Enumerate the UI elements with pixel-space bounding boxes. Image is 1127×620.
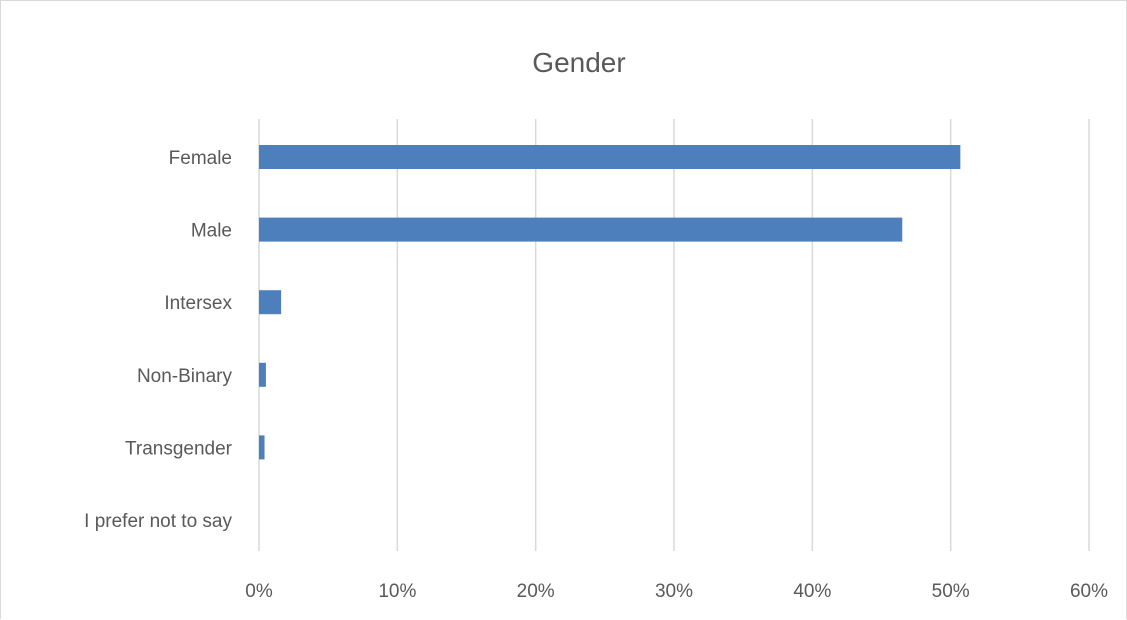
- x-tick-label: 10%: [378, 581, 416, 602]
- x-tick-labels: 0% 10% 20% 30% 40% 50% 60%: [245, 581, 1108, 602]
- category-label: Intersex: [164, 293, 232, 314]
- category-label: I prefer not to say: [84, 511, 232, 532]
- bar-intersex: [259, 290, 282, 315]
- x-tick-label: 20%: [517, 581, 555, 602]
- x-tick-label: 50%: [932, 581, 970, 602]
- chart-title: Gender: [532, 47, 625, 78]
- bar-transgender: [259, 435, 265, 460]
- category-label: Female: [169, 148, 232, 169]
- x-tick-label: 60%: [1070, 581, 1108, 602]
- x-tick-label: 40%: [793, 581, 831, 602]
- bar-female: [259, 145, 961, 169]
- category-label: Non-Binary: [137, 366, 233, 387]
- bars: [259, 145, 961, 460]
- category-labels: Female Male Intersex Non-Binary Transgender I…: [84, 148, 233, 532]
- x-tick-label: 30%: [655, 581, 693, 602]
- category-label: Transgender: [125, 438, 233, 459]
- gridlines: [258, 119, 1090, 551]
- bar-male: [259, 217, 903, 242]
- category-label: Male: [191, 221, 232, 242]
- bar-non-binary: [259, 362, 266, 387]
- x-tick-label: 0%: [245, 581, 273, 602]
